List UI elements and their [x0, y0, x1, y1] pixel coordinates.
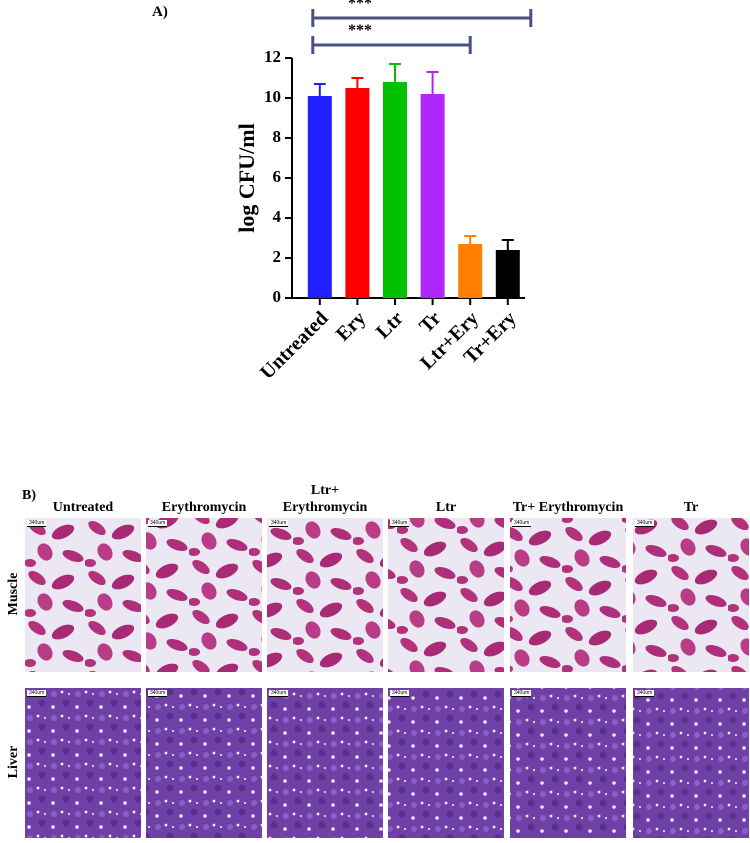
tissue-image: [25, 688, 141, 838]
micrograph: 340um: [388, 518, 504, 672]
scale-bar: 340um: [390, 690, 410, 697]
tissue-image: [510, 518, 626, 672]
y-tick-label: 10: [264, 87, 281, 106]
tissue-image: [633, 688, 749, 838]
row-label: Liver: [6, 745, 21, 779]
y-tick-label: 8: [273, 127, 282, 146]
y-tick-label: 6: [273, 167, 282, 186]
column-title: Untreated: [52, 500, 114, 515]
y-tick-label: 0: [273, 287, 282, 306]
scale-bar: 340um: [27, 690, 47, 697]
y-tick-label: 4: [273, 207, 282, 226]
tissue-image: [388, 518, 504, 672]
scale-bar: 340um: [512, 690, 532, 697]
tissue-image: [633, 518, 749, 672]
scale-bar: 340um: [635, 690, 655, 697]
bar: [458, 244, 483, 298]
bar: [383, 82, 407, 298]
significance-bracket: [311, 9, 533, 27]
micrograph: 340um: [267, 518, 383, 672]
micrograph: 340um: [146, 518, 262, 672]
tissue-image: [267, 688, 383, 838]
panel-label: A): [152, 4, 168, 20]
micrograph: 340um: [510, 688, 626, 838]
error-bar: [501, 239, 514, 250]
significance-label: ***: [348, 0, 372, 12]
scale-bar: 340um: [27, 520, 47, 527]
bar: [495, 250, 520, 298]
tissue-image: [146, 688, 262, 838]
x-tick-label: Untreated: [256, 307, 333, 384]
scale-bar: 340um: [269, 520, 289, 527]
tissue-image: [388, 688, 504, 838]
scale-bar: 340um: [148, 520, 168, 527]
y-tick-label: 2: [273, 247, 282, 266]
scale-bar: 340um: [635, 520, 655, 527]
bar: [307, 96, 332, 298]
micrograph: 340um: [388, 688, 504, 838]
x-tick-label: Ery: [332, 307, 370, 345]
error-bar: [464, 235, 477, 244]
micrograph: 340um: [510, 518, 626, 672]
tissue-image: [25, 518, 141, 672]
bar: [420, 94, 445, 298]
scale-bar: 340um: [390, 520, 410, 527]
error-bar: [426, 71, 439, 94]
y-tick-label: 12: [264, 47, 281, 66]
column-title: Erythromycin: [161, 500, 247, 515]
micrograph: 340um: [633, 688, 749, 838]
bar: [345, 88, 370, 298]
y-axis-label: log CFU/ml: [234, 123, 259, 232]
x-tick-label: Ltr: [372, 307, 408, 343]
error-bar: [313, 83, 326, 96]
significance-label: ***: [348, 22, 372, 39]
panel-label: B): [22, 488, 36, 503]
scale-bar: 340um: [512, 520, 532, 527]
error-bar: [351, 77, 364, 88]
column-title: Ltr+ Erythromycin: [282, 483, 368, 515]
micrograph: 340um: [146, 688, 262, 838]
micrograph: 340um: [25, 688, 141, 838]
micrograph: 340um: [633, 518, 749, 672]
tissue-image: [267, 518, 383, 672]
significance-bracket: [311, 36, 472, 54]
micrograph: 340um: [25, 518, 141, 672]
column-title: Tr: [683, 500, 699, 515]
column-title: Tr+ Erythromycin: [512, 500, 624, 515]
micrograph: 340um: [267, 688, 383, 838]
scale-bar: 340um: [269, 690, 289, 697]
error-bar: [389, 63, 401, 82]
row-label: Muscle: [6, 572, 21, 616]
tissue-image: [510, 688, 626, 838]
scale-bar: 340um: [148, 690, 168, 697]
tissue-image: [146, 518, 262, 672]
column-title: Ltr: [435, 500, 457, 515]
